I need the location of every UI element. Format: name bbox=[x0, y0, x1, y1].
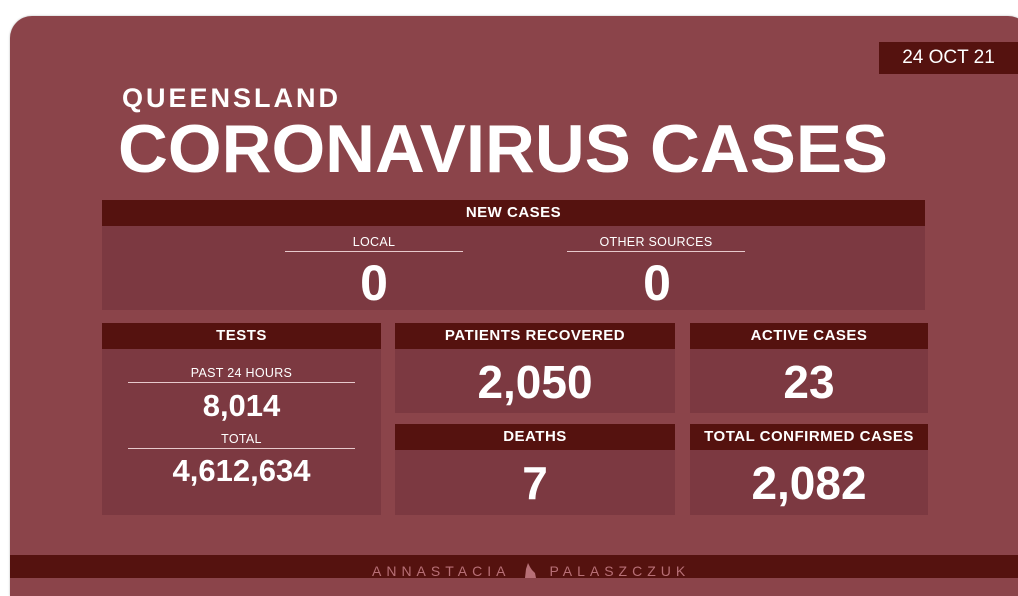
total-tests-value: 4,612,634 bbox=[172, 453, 311, 488]
region-label: QUEENSLAND bbox=[122, 83, 342, 113]
footer-first-name: ANNASTACIA bbox=[372, 563, 510, 579]
divider bbox=[128, 382, 355, 383]
footer-bar bbox=[10, 555, 1018, 578]
tests-panel bbox=[102, 349, 381, 515]
page-title: CORONAVIRUS CASES bbox=[118, 111, 888, 187]
other-sources-label: OTHER SOURCES bbox=[599, 235, 713, 249]
footer-signature: ANNASTACIA PALASZCZUK bbox=[372, 561, 690, 579]
patients-recovered-panel bbox=[395, 349, 675, 413]
active-cases-value: 23 bbox=[783, 356, 835, 408]
new-cases-panel bbox=[102, 226, 925, 310]
active-cases-header: ACTIVE CASES bbox=[690, 323, 928, 349]
past-24-hours-value: 8,014 bbox=[202, 388, 281, 423]
queensland-map-icon bbox=[524, 563, 536, 578]
active-cases-panel bbox=[690, 349, 928, 413]
other-sources-value: 0 bbox=[643, 255, 671, 311]
deaths-header: DEATHS bbox=[395, 424, 675, 450]
deaths-value: 7 bbox=[522, 457, 548, 509]
divider bbox=[285, 251, 463, 252]
patients-recovered-header: PATIENTS RECOVERED bbox=[395, 323, 675, 349]
local-value: 0 bbox=[360, 255, 388, 311]
total-confirmed-panel bbox=[690, 450, 928, 515]
past-24-hours-label: PAST 24 HOURS bbox=[190, 366, 293, 380]
footer-last-name: PALASZCZUK bbox=[549, 563, 691, 579]
total-tests-label: TOTAL bbox=[221, 432, 262, 446]
total-confirmed-header: TOTAL CONFIRMED CASES bbox=[690, 424, 928, 450]
tests-header: TESTS bbox=[102, 323, 381, 349]
divider bbox=[128, 448, 355, 449]
new-cases-header: NEW CASES bbox=[102, 200, 925, 226]
date-badge: 24 OCT 21 bbox=[879, 42, 1018, 74]
local-label: LOCAL bbox=[352, 235, 396, 249]
patients-recovered-value: 2,050 bbox=[477, 356, 593, 408]
divider bbox=[567, 251, 745, 252]
total-confirmed-value: 2,082 bbox=[751, 457, 867, 509]
deaths-panel bbox=[395, 450, 675, 515]
